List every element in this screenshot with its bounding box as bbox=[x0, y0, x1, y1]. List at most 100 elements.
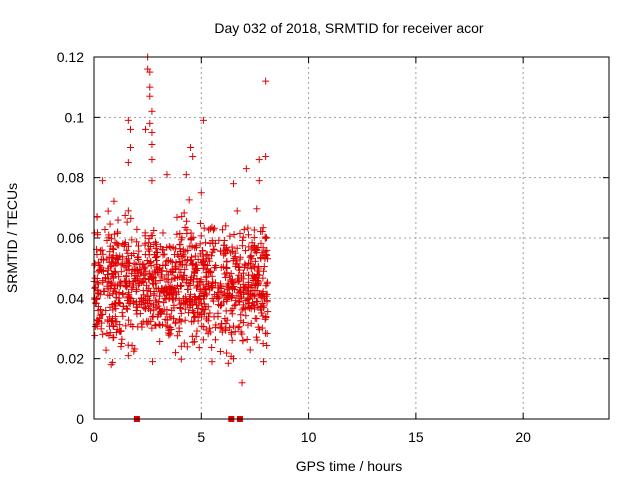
data-point bbox=[94, 268, 102, 276]
data-point bbox=[230, 322, 238, 330]
data-point bbox=[185, 196, 193, 204]
data-point bbox=[252, 333, 260, 341]
data-point bbox=[237, 294, 245, 302]
data-point bbox=[110, 287, 118, 295]
data-point bbox=[122, 304, 130, 312]
data-point bbox=[237, 317, 245, 325]
data-point bbox=[168, 276, 176, 284]
data-point bbox=[187, 235, 195, 243]
data-point bbox=[173, 213, 181, 221]
data-point bbox=[199, 256, 207, 264]
data-point bbox=[262, 77, 270, 85]
data-point bbox=[143, 257, 151, 265]
data-point bbox=[93, 213, 101, 221]
data-point bbox=[148, 177, 156, 185]
data-point bbox=[199, 264, 207, 272]
data-point bbox=[223, 297, 231, 305]
data-point bbox=[171, 245, 179, 253]
data-point bbox=[247, 260, 255, 268]
data-point bbox=[220, 236, 228, 244]
data-point bbox=[123, 283, 131, 291]
data-point bbox=[122, 273, 130, 281]
data-point bbox=[166, 313, 174, 321]
data-point bbox=[200, 224, 208, 232]
data-point bbox=[91, 332, 99, 340]
data-point bbox=[164, 329, 172, 337]
data-point bbox=[244, 321, 252, 329]
data-point bbox=[94, 258, 102, 266]
data-point bbox=[255, 177, 263, 185]
data-point bbox=[205, 268, 213, 276]
data-point bbox=[236, 255, 244, 263]
data-point bbox=[91, 283, 99, 291]
data-point bbox=[247, 319, 255, 327]
data-point bbox=[229, 257, 237, 265]
data-point bbox=[244, 231, 252, 239]
data-point bbox=[124, 207, 132, 215]
data-point bbox=[168, 284, 176, 292]
data-point bbox=[262, 153, 270, 161]
data-point bbox=[250, 226, 258, 234]
data-point bbox=[145, 251, 153, 259]
data-point bbox=[197, 232, 205, 240]
data-point bbox=[241, 283, 249, 291]
data-point bbox=[116, 282, 124, 290]
data-point bbox=[182, 279, 190, 287]
data-point bbox=[118, 253, 126, 261]
data-point bbox=[182, 171, 190, 179]
data-point bbox=[193, 301, 201, 309]
data-point bbox=[151, 321, 159, 329]
data-point bbox=[212, 279, 220, 287]
data-point bbox=[217, 287, 225, 295]
data-point bbox=[166, 330, 174, 338]
data-point bbox=[190, 338, 198, 346]
data-point bbox=[230, 230, 238, 238]
data-point bbox=[105, 253, 113, 261]
data-point bbox=[235, 298, 243, 306]
data-point bbox=[140, 303, 148, 311]
data-point bbox=[148, 324, 156, 332]
data-point bbox=[221, 292, 229, 300]
data-point bbox=[121, 211, 129, 219]
data-point bbox=[208, 358, 216, 366]
data-point bbox=[131, 345, 139, 353]
data-point bbox=[110, 322, 118, 330]
data-point bbox=[124, 242, 132, 250]
data-point bbox=[229, 355, 237, 363]
data-point bbox=[233, 292, 241, 300]
data-point bbox=[161, 261, 169, 269]
data-point bbox=[195, 344, 203, 352]
data-point bbox=[124, 262, 132, 270]
data-point bbox=[196, 250, 204, 258]
data-point bbox=[181, 257, 189, 265]
data-point bbox=[197, 189, 205, 197]
data-point bbox=[154, 313, 162, 321]
axis-ticks: 0 0.02 0.04 0.06 0.08 0.1 0.12 0 5 10 15 20 bbox=[57, 49, 609, 445]
data-point bbox=[228, 336, 236, 344]
data-point bbox=[254, 263, 262, 271]
data-point bbox=[169, 294, 177, 302]
data-point bbox=[194, 281, 202, 289]
data-point bbox=[238, 242, 246, 250]
data-point bbox=[167, 244, 175, 252]
data-point bbox=[110, 333, 118, 341]
data-point bbox=[126, 300, 134, 308]
data-point bbox=[91, 299, 99, 307]
data-point bbox=[178, 213, 186, 221]
data-point bbox=[191, 244, 199, 252]
data-point bbox=[101, 226, 109, 234]
data-point bbox=[257, 239, 265, 247]
data-point bbox=[147, 242, 155, 250]
data-point bbox=[181, 305, 189, 313]
data-point bbox=[259, 274, 267, 282]
data-point bbox=[223, 269, 231, 277]
data-point bbox=[188, 318, 196, 326]
data-point bbox=[135, 281, 143, 289]
data-point bbox=[205, 255, 213, 263]
data-point bbox=[170, 304, 178, 312]
data-point bbox=[142, 305, 150, 313]
data-point bbox=[113, 254, 121, 262]
data-point bbox=[112, 328, 120, 336]
data-point bbox=[228, 243, 236, 251]
x-tick-label: 0 bbox=[90, 429, 98, 445]
